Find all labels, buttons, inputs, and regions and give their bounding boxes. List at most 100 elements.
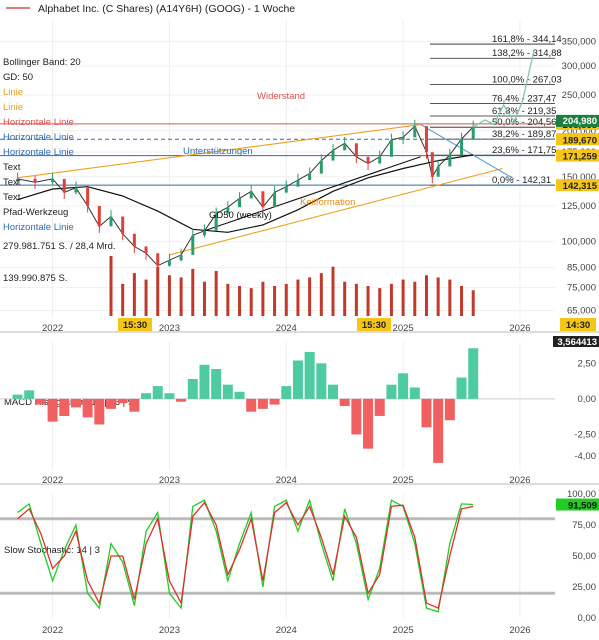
candle-body [273, 192, 277, 208]
legend-item[interactable]: Horizontale Linie [3, 117, 74, 128]
volume-bar [331, 266, 335, 316]
volume-bar [401, 279, 405, 316]
macd-histogram-bar [82, 398, 93, 418]
candle-body [308, 173, 312, 181]
candle-body [471, 126, 475, 139]
volume-max-label: 279.981.751 S. / 28,4 Mrd. [3, 241, 116, 252]
macd-histogram-bar [363, 398, 374, 449]
volume-bar [308, 277, 312, 316]
candle-body [179, 254, 183, 261]
legend-item[interactable]: Linie [3, 102, 24, 113]
macd-histogram-bar [117, 398, 128, 404]
price-y-tick-label: 350,000 [562, 36, 596, 47]
volume-bar [366, 286, 370, 316]
volume-bar [179, 277, 183, 316]
legend-item[interactable]: Horizontale Linie [3, 132, 74, 143]
volume-bar [167, 275, 171, 316]
price-line [17, 125, 474, 267]
candle-body [460, 138, 464, 155]
candle-body [86, 187, 90, 206]
legend-item[interactable]: Text [3, 177, 21, 188]
candle-body [424, 126, 428, 153]
stoch-title: Slow Stochastic: 14 | 3 [4, 545, 100, 556]
macd-y-tick-label: 0,00 [578, 394, 597, 405]
price-y-tick-label: 75,000 [567, 283, 596, 294]
stoch-y-tick-label: 75,00 [572, 520, 596, 531]
time-badge: 15:30 [123, 320, 147, 331]
candle-body [343, 143, 347, 151]
stoch-x-tick-label: 2022 [42, 625, 63, 636]
trend-line [169, 167, 503, 256]
fib-level-label: 138,2% - 314,88 [492, 48, 562, 59]
macd-last-badge-bg [553, 336, 599, 347]
legend-item[interactable]: GD: 50 [3, 72, 34, 83]
macd-histogram-bar [304, 351, 315, 399]
candle-body [62, 178, 66, 193]
time-badge-bg [357, 318, 391, 331]
macd-histogram-bar [351, 398, 362, 435]
annotation-widerstand: Widerstand [257, 91, 305, 102]
legend-item[interactable]: Horizontale Linie [3, 147, 74, 158]
macd-histogram-bar [35, 398, 46, 405]
candle-body [436, 166, 440, 177]
candle-body [51, 178, 55, 183]
volume-bar [284, 283, 288, 316]
macd-histogram-bar [47, 398, 58, 422]
macd-histogram-bar [129, 398, 140, 412]
price-y-tick-label: 200,000 [562, 126, 596, 137]
price-badge-bg [556, 149, 599, 162]
candle-body [238, 198, 242, 208]
macd-histogram-bar [444, 398, 455, 421]
stoch-x-tick-label: 2023 [159, 625, 180, 636]
macd-histogram-bar [106, 398, 116, 409]
macd-histogram-bar [164, 393, 175, 399]
candle-body [16, 178, 20, 181]
candle-body [448, 154, 452, 167]
volume-bar [156, 266, 160, 316]
annotation-keilformation: Keilformation [300, 197, 355, 208]
macd-histogram-bar [94, 398, 105, 425]
trend-line [420, 124, 515, 180]
candle-body [261, 191, 265, 208]
volume-bar [343, 281, 347, 316]
candle-body [109, 216, 113, 227]
volume-bar [436, 277, 440, 316]
price-y-tick-label: 85,000 [567, 263, 596, 274]
fib-level-label: 61,8% - 219,35 [492, 106, 556, 117]
macd-histogram-bar [12, 394, 23, 399]
candle-body [156, 253, 160, 266]
macd-histogram-bar [433, 398, 444, 463]
macd-histogram-bar [316, 363, 327, 399]
volume-bar [238, 286, 242, 316]
legend-item[interactable]: Text [3, 192, 21, 203]
chart-title: Alphabet Inc. (C Shares) (A14Y6H) (GOOG)… [38, 3, 296, 15]
candle-body [354, 143, 358, 157]
legend-item[interactable]: Text [3, 162, 21, 173]
macd-x-tick-label: 2025 [393, 475, 414, 486]
macd-histogram-bar [211, 369, 222, 399]
stoch-x-tick-label: 2025 [393, 625, 414, 636]
macd-last-badge: 3,564413 [557, 337, 597, 348]
legend-item[interactable]: Horizontale Linie [3, 222, 74, 233]
price-y-tick-label: 250,000 [562, 90, 596, 101]
volume-bar [354, 283, 358, 316]
macd-x-tick-label: 2022 [42, 475, 63, 486]
candle-body [97, 205, 101, 227]
price-x-tick-label: 2024 [276, 323, 297, 334]
candle-body [33, 178, 37, 183]
legend-item[interactable]: Linie [3, 87, 24, 98]
candle-body [413, 126, 417, 138]
macd-histogram-bar [398, 373, 409, 399]
legend-item[interactable]: Bollinger Band: 20 [3, 57, 81, 68]
price-y-tick-label: 125,000 [562, 201, 596, 212]
legend-item[interactable]: Pfad-Werkzeug [3, 207, 69, 218]
fib-level-label: 38,2% - 189,87 [492, 129, 556, 140]
macd-histogram-bar [328, 384, 338, 399]
volume-bar [319, 273, 323, 316]
stoch-y-tick-label: 0,00 [578, 613, 597, 624]
macd-histogram-bar [339, 398, 350, 406]
candle-body [226, 207, 230, 214]
macd-histogram-bar [281, 386, 292, 399]
projection-path [472, 50, 535, 128]
